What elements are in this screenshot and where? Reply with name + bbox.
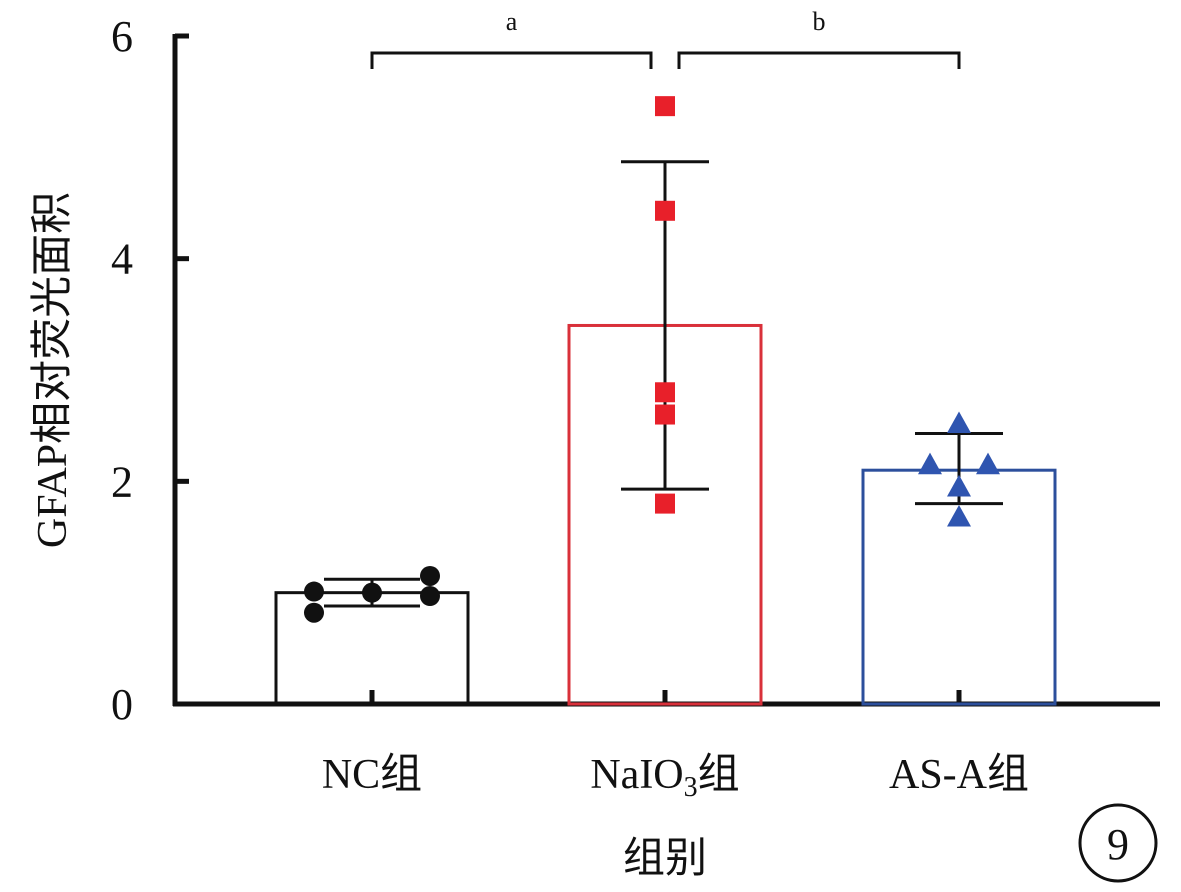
y-tick-label: 0	[111, 680, 133, 729]
data-point-square	[655, 493, 675, 514]
y-tick-label: 4	[111, 235, 133, 284]
data-point-circle	[420, 586, 440, 607]
data-point-circle	[420, 565, 440, 586]
data-point-triangle	[947, 504, 971, 527]
panel-label: 9	[1107, 820, 1129, 869]
significance-bracket	[370, 51, 653, 69]
data-point-square	[655, 404, 675, 425]
data-point-square	[655, 382, 675, 403]
data-point-square	[655, 200, 675, 221]
data-points	[304, 96, 1000, 623]
x-category-label: AS-A组	[889, 752, 1029, 798]
x-axis-title: 组别	[623, 836, 707, 882]
x-category-label: NC组	[322, 752, 422, 798]
significance-label: a	[506, 7, 518, 36]
data-point-triangle	[976, 452, 1000, 475]
significance-label: b	[813, 7, 826, 36]
data-point-triangle	[918, 452, 942, 475]
y-tick-label: 2	[111, 457, 133, 506]
significance-bracket	[677, 51, 961, 69]
data-point-triangle	[947, 411, 971, 434]
axes: 0 2 4 6	[111, 12, 1160, 729]
y-tick-label: 6	[111, 12, 133, 61]
x-category-label: NaIO3组	[590, 752, 739, 803]
panel-label-circle	[1078, 803, 1158, 883]
y-axis-title: GFAP相对荧光面积	[30, 192, 76, 548]
data-point-square	[655, 96, 675, 117]
data-point-circle	[304, 602, 324, 623]
data-point-circle	[362, 582, 382, 603]
data-point-circle	[304, 581, 324, 602]
data-point-triangle	[947, 474, 971, 497]
